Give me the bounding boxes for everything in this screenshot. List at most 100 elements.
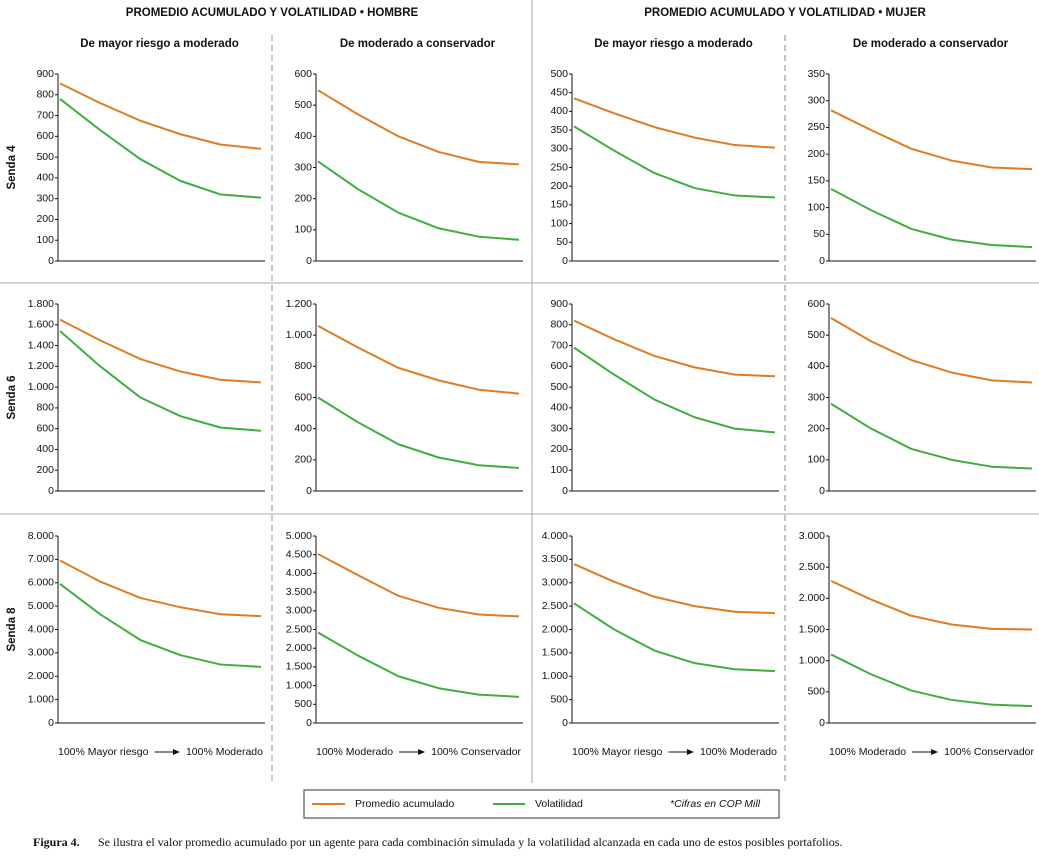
y-tick-label: 900	[550, 298, 568, 310]
y-tick-label: 3.500	[542, 553, 568, 565]
y-tick-label: 4.000	[286, 567, 312, 579]
y-tick-label: 700	[36, 109, 54, 121]
y-tick-label: 350	[550, 124, 568, 136]
y-tick-label: 1.600	[28, 319, 54, 331]
y-tick-label: 2.500	[799, 561, 825, 573]
y-tick-label: 0	[562, 485, 568, 497]
y-tick-label: 1.000	[28, 381, 54, 393]
series-line	[317, 324, 520, 395]
y-tick-label: 250	[807, 121, 825, 133]
y-tick-label: 1.500	[286, 661, 312, 673]
y-tick-label: 300	[807, 94, 825, 106]
y-tick-label: 1.400	[28, 339, 54, 351]
y-tick-label: 400	[550, 105, 568, 117]
y-tick-label: 1.000	[286, 679, 312, 691]
y-tick-label: 500	[36, 151, 54, 163]
y-tick-label: 300	[36, 192, 54, 204]
legend-label: Promedio acumulado	[355, 798, 454, 810]
y-tick-label: 100	[294, 224, 312, 236]
series-line	[830, 653, 1033, 708]
row-label: Senda 8	[6, 607, 18, 652]
y-tick-label: 400	[294, 422, 312, 434]
x-label-to: 100% Moderado	[700, 746, 777, 758]
y-tick-label: 2.000	[799, 592, 825, 604]
series-line	[317, 89, 520, 166]
series-line	[59, 330, 262, 432]
y-tick-label: 0	[562, 717, 568, 729]
y-tick-label: 2.500	[286, 623, 312, 635]
x-label-to: 100% Moderado	[186, 746, 263, 758]
caption-label: Figura 4.	[33, 835, 80, 849]
y-tick-label: 0	[819, 717, 825, 729]
y-tick-label: 1.500	[799, 623, 825, 635]
y-tick-label: 600	[807, 298, 825, 310]
y-tick-label: 0	[306, 485, 312, 497]
y-tick-label: 100	[807, 454, 825, 466]
y-tick-label: 200	[294, 192, 312, 204]
y-tick-label: 500	[550, 68, 568, 80]
y-tick-label: 450	[550, 86, 568, 98]
column-title: De mayor riesgo a moderado	[80, 38, 239, 50]
y-tick-label: 400	[807, 360, 825, 372]
y-tick-label: 400	[550, 402, 568, 414]
y-tick-label: 200	[807, 422, 825, 434]
y-tick-label: 6.000	[28, 577, 54, 589]
y-tick-label: 50	[813, 228, 825, 240]
y-tick-label: 200	[807, 148, 825, 160]
y-tick-label: 500	[807, 686, 825, 698]
y-tick-label: 2.000	[28, 670, 54, 682]
y-tick-label: 300	[550, 422, 568, 434]
series-line	[573, 346, 776, 434]
series-line	[573, 563, 776, 615]
y-tick-label: 500	[550, 381, 568, 393]
x-arrow-head	[418, 749, 426, 755]
row-label: Senda 4	[6, 145, 18, 190]
y-tick-label: 1.500	[542, 647, 568, 659]
y-tick-label: 150	[550, 199, 568, 211]
y-tick-label: 3.000	[28, 647, 54, 659]
y-tick-label: 600	[36, 130, 54, 142]
y-tick-label: 200	[550, 443, 568, 455]
series-line	[830, 402, 1033, 470]
y-tick-label: 800	[294, 360, 312, 372]
y-tick-label: 1.200	[28, 360, 54, 372]
y-tick-label: 50	[556, 236, 568, 248]
x-label-from: 100% Moderado	[829, 746, 906, 758]
caption-text: Se ilustra el valor promedio acumulado p…	[98, 835, 842, 849]
y-tick-label: 500	[550, 693, 568, 705]
series-line	[59, 82, 262, 150]
x-label-from: 100% Moderado	[316, 746, 393, 758]
y-tick-label: 5.000	[286, 530, 312, 542]
y-tick-label: 1.800	[28, 298, 54, 310]
group-title: PROMEDIO ACUMULADO Y VOLATILIDAD • HOMBR…	[126, 7, 419, 19]
y-tick-label: 250	[550, 161, 568, 173]
y-tick-label: 1.000	[542, 670, 568, 682]
y-tick-label: 350	[807, 68, 825, 80]
x-label-from: 100% Mayor riesgo	[58, 746, 149, 758]
series-line	[59, 98, 262, 199]
x-label-to: 100% Conservador	[431, 746, 521, 758]
y-tick-label: 300	[294, 161, 312, 173]
series-line	[59, 583, 262, 668]
row-label: Senda 6	[6, 375, 18, 419]
y-tick-label: 5.000	[28, 600, 54, 612]
y-tick-label: 0	[48, 255, 54, 267]
y-tick-label: 1.000	[286, 329, 312, 341]
y-tick-label: 2.000	[542, 623, 568, 635]
series-line	[573, 602, 776, 673]
y-tick-label: 300	[807, 391, 825, 403]
series-line	[573, 319, 776, 378]
y-tick-label: 4.000	[28, 623, 54, 635]
y-tick-label: 0	[819, 485, 825, 497]
y-tick-label: 700	[550, 339, 568, 351]
series-line	[573, 125, 776, 199]
y-tick-label: 4.500	[286, 548, 312, 560]
series-line	[573, 97, 776, 149]
column-title: De mayor riesgo a moderado	[594, 38, 753, 50]
y-tick-label: 600	[36, 422, 54, 434]
y-tick-label: 500	[294, 99, 312, 111]
y-tick-label: 2.500	[542, 600, 568, 612]
y-tick-label: 0	[819, 255, 825, 267]
legend-note: *Cifras en COP Mill	[670, 798, 761, 810]
